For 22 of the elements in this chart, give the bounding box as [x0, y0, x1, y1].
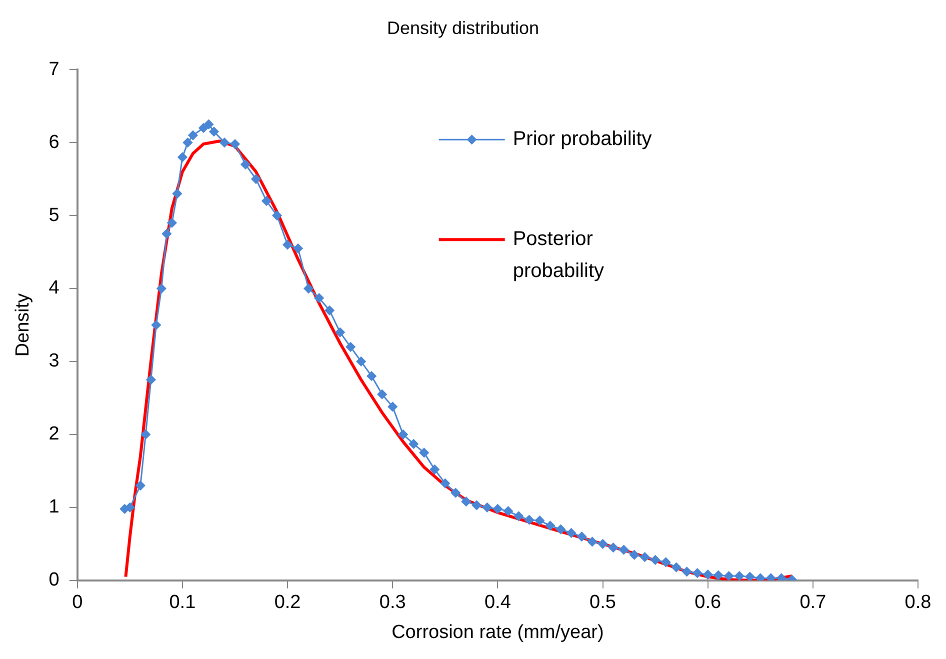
legend-label: Prior probability	[512, 128, 652, 150]
y-tick-label: 2	[48, 424, 60, 445]
x-tick-label: 0	[72, 592, 83, 614]
chart-title: Density distribution	[386, 18, 540, 38]
x-tick-label: 0.7	[800, 592, 826, 614]
y-tick-label: 3	[48, 350, 60, 372]
x-tick-label: 0.5	[590, 592, 616, 614]
x-tick-label: 0.1	[169, 592, 196, 614]
y-tick-label: 0	[48, 570, 60, 591]
x-axis-title: Corrosion rate (mm/year)	[392, 622, 604, 643]
x-tick-label: 0.6	[694, 592, 722, 614]
y-tick-label: 6	[48, 132, 60, 153]
x-tick-label: 0.3	[379, 592, 406, 614]
x-tick-label: 0.4	[484, 592, 512, 614]
x-tick-label: 0.2	[274, 592, 301, 614]
y-axis-title: Density	[12, 292, 34, 357]
y-tick-label: 4	[48, 278, 60, 299]
legend-label: Posterior probability	[512, 228, 604, 282]
y-tick-label: 5	[48, 204, 60, 226]
x-tick-label: 0.8	[904, 592, 932, 614]
y-tick-label: 7	[48, 58, 60, 80]
y-tick-label: 1	[48, 496, 60, 518]
